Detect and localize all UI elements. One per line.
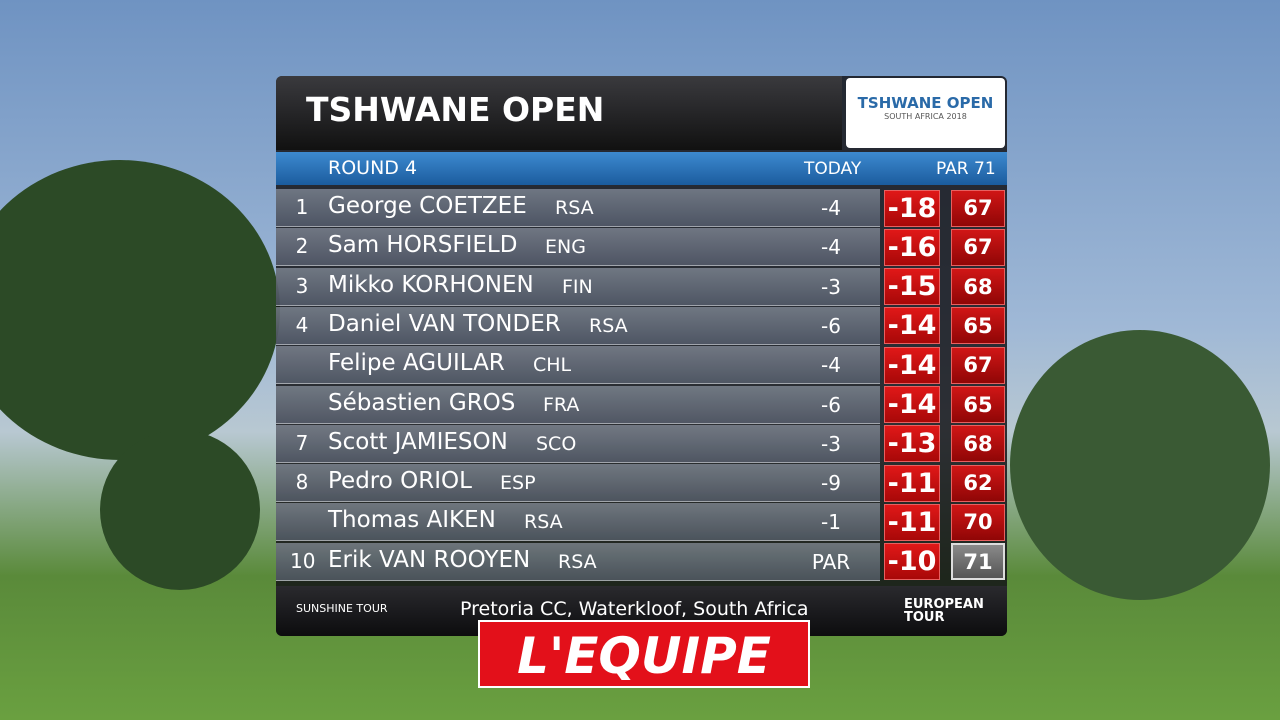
- position: 10: [290, 548, 316, 573]
- title: TSHWANE OPEN: [276, 76, 842, 150]
- country: FIN: [562, 275, 593, 298]
- player-name: Sébastien GROS: [328, 389, 516, 416]
- position: 8: [295, 470, 309, 495]
- logo-name: TSHWANE OPEN: [857, 94, 994, 112]
- tree: [0, 160, 280, 460]
- row: Sébastien GROS FRA -6: [276, 385, 880, 424]
- position: 7: [295, 430, 309, 455]
- round-score: 67: [951, 228, 1005, 266]
- position: 2: [295, 234, 309, 259]
- round-score: 62: [951, 464, 1005, 502]
- par-label: PAR 71: [936, 159, 996, 179]
- today: -6: [821, 313, 841, 338]
- column-bar: ROUND 4 TODAY PAR 71: [276, 152, 1007, 185]
- round-score: 68: [951, 268, 1005, 306]
- brand-text: L'EQUIPE: [517, 627, 771, 685]
- country: RSA: [524, 511, 563, 534]
- total: -11: [884, 503, 940, 541]
- today: -4: [821, 353, 841, 378]
- total: -13: [884, 425, 940, 463]
- title-text: TSHWANE OPEN: [306, 90, 605, 129]
- today: PAR: [811, 549, 851, 574]
- player-name: Scott JAMIESON: [328, 428, 508, 455]
- total: -18: [884, 189, 940, 227]
- sunshine-tour: SUNSHINE TOUR: [296, 602, 388, 615]
- row: 8 Pedro ORIOL ESP -9: [276, 464, 880, 503]
- country: FRA: [543, 393, 580, 416]
- player-name: Erik VAN ROOYEN: [328, 546, 531, 573]
- round-score: 67: [951, 189, 1005, 227]
- total: -15: [884, 268, 940, 306]
- country: ESP: [500, 472, 536, 495]
- today: -6: [821, 392, 841, 417]
- round-score: 65: [951, 307, 1005, 345]
- row: 7 Scott JAMIESON SCO -3: [276, 424, 880, 463]
- player-name: George COETZEE: [328, 193, 527, 219]
- country: ENG: [545, 236, 586, 259]
- player-name: Daniel VAN TONDER: [328, 310, 561, 337]
- round-score: 65: [951, 386, 1005, 423]
- row: Felipe AGUILAR CHL -4: [276, 346, 880, 385]
- today: -1: [821, 510, 841, 535]
- tree: [100, 430, 260, 590]
- player-name: Pedro ORIOL: [328, 468, 472, 495]
- player-name: Felipe AGUILAR: [328, 350, 505, 377]
- total: -10: [884, 543, 940, 581]
- row: 1 George COETZEE RSA -4: [276, 189, 880, 227]
- row: 2 Sam HORSFIELD ENG -4: [276, 228, 880, 267]
- round-score: 67: [951, 346, 1005, 384]
- country: SCO: [536, 432, 577, 455]
- venue: Pretoria CC, Waterkloof, South Africa: [460, 598, 809, 620]
- player-name: Thomas AIKEN: [328, 507, 496, 534]
- today: -9: [821, 471, 841, 496]
- today-label: TODAY: [804, 159, 862, 179]
- total: -14: [884, 307, 940, 345]
- european-tour: EUROPEAN TOUR: [904, 597, 984, 625]
- today: -4: [821, 235, 841, 260]
- total: -11: [884, 464, 940, 502]
- position: 4: [295, 312, 309, 337]
- country: RSA: [555, 197, 594, 219]
- row: 4 Daniel VAN TONDER RSA -6: [276, 306, 880, 345]
- round-score: 68: [951, 425, 1005, 463]
- row: Thomas AIKEN RSA -1: [276, 503, 880, 542]
- logo: TSHWANE OPEN SOUTH AFRICA 2018: [846, 78, 1005, 148]
- total: -16: [884, 228, 940, 266]
- country: CHL: [533, 354, 572, 377]
- round-label: ROUND 4: [328, 157, 418, 179]
- row: 10 Erik VAN ROOYEN RSA PAR: [276, 542, 880, 581]
- round-score: 71: [951, 543, 1005, 581]
- country: RSA: [558, 550, 597, 573]
- today: -3: [821, 431, 841, 456]
- player-name: Sam HORSFIELD: [328, 232, 518, 259]
- brand: L'EQUIPE: [478, 620, 810, 688]
- round-score: 70: [951, 503, 1005, 541]
- player-name: Mikko KORHONEN: [328, 271, 534, 298]
- today: -4: [821, 196, 841, 220]
- today: -3: [821, 274, 841, 299]
- country: RSA: [589, 314, 628, 337]
- position: 3: [295, 273, 309, 298]
- tree: [1010, 330, 1270, 600]
- position: 1: [295, 195, 309, 219]
- total: -14: [884, 346, 940, 384]
- logo-sub: SOUTH AFRICA 2018: [884, 112, 967, 121]
- row: 3 Mikko KORHONEN FIN -3: [276, 267, 880, 306]
- total: -14: [884, 386, 940, 423]
